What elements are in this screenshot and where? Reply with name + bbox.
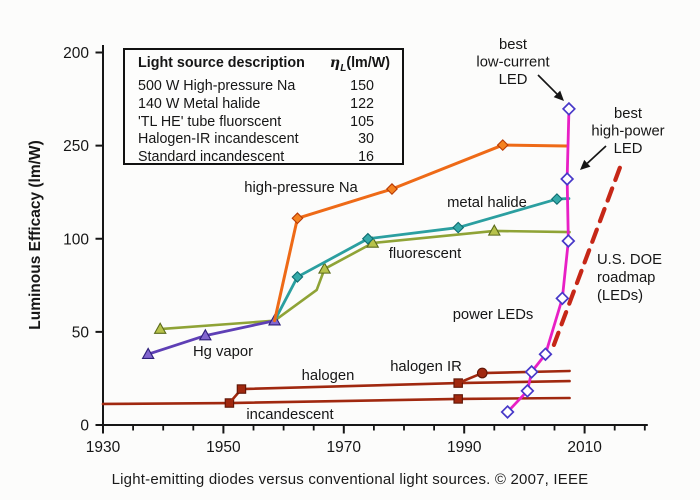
- y-tick-label: 0: [80, 418, 89, 435]
- x-tick-label: 1930: [86, 439, 121, 456]
- annotation-arrow: [537, 74, 558, 95]
- svg-text:(LEDs): (LEDs): [597, 288, 643, 304]
- legend-row-value: 30: [358, 131, 374, 148]
- series-power-leds: [500, 101, 576, 419]
- legend-row-name: 140 W Metal halide: [138, 95, 261, 112]
- x-tick-label: 1970: [327, 439, 362, 456]
- legend-header: Light source description ηL(lm/W): [138, 55, 396, 78]
- svg-text:high-power: high-power: [591, 124, 664, 140]
- label-high-pressure-na: high-pressure Na: [244, 180, 358, 196]
- legend-header-description: Light source description: [138, 55, 305, 71]
- legend-row-value: 16: [358, 149, 374, 166]
- legend-row-name: 500 W High-pressure Na: [138, 77, 296, 94]
- svg-text:best: best: [499, 37, 527, 53]
- svg-text:roadmap: roadmap: [597, 270, 655, 286]
- legend-row-value: 150: [350, 77, 374, 94]
- series-high-pressure-na: [273, 139, 569, 323]
- label-halogen: halogen: [302, 368, 355, 384]
- label-halogen-ir: halogen IR: [390, 359, 462, 375]
- svg-text:best: best: [614, 106, 642, 122]
- legend-row-value: 105: [350, 113, 374, 130]
- x-tick-label: 1950: [206, 439, 241, 456]
- y-axis-title: Luminous Efficacy (lm/W): [27, 140, 44, 329]
- series-incandescent: [101, 394, 571, 408]
- series-doe-roadmap: [551, 164, 623, 348]
- series-halogen-ir: [456, 367, 571, 385]
- x-tick-label: 2010: [567, 439, 602, 456]
- y-tick-label: 200: [63, 45, 89, 62]
- figure-caption: Light-emitting diodes versus conventiona…: [111, 471, 589, 488]
- legend-row: Standard incandescent 16: [138, 149, 396, 167]
- y-tick-label: 250: [63, 138, 89, 155]
- legend-row: 500 W High-pressure Na 150: [138, 78, 396, 96]
- svg-text:low-current: low-current: [476, 55, 549, 71]
- label-power-leds: power LEDs: [453, 307, 534, 323]
- legend-row: 'TL HE' tube fluorscent 105: [138, 114, 396, 132]
- legend-row-value: 122: [350, 95, 374, 112]
- legend-row: 140 W Metal halide 122: [138, 96, 396, 114]
- y-tick-label: 100: [63, 231, 89, 248]
- y-tick-label: 50: [72, 324, 90, 341]
- legend-row-name: 'TL HE' tube fluorscent: [138, 113, 282, 130]
- svg-text:LED: LED: [499, 72, 528, 88]
- legend-row: Halogen-IR incandescent 30: [138, 131, 396, 149]
- eta-symbol: η: [329, 55, 341, 71]
- annotation-arrow: [586, 145, 607, 164]
- series-metal-halide: [273, 193, 571, 323]
- annotation-arrowhead: [553, 90, 564, 101]
- eta-subscript: L: [340, 62, 347, 74]
- legend-row-name: Standard incandescent: [138, 149, 285, 166]
- legend-box: Light source description ηL(lm/W) 500 W …: [123, 48, 404, 165]
- svg-text:U.S. DOE: U.S. DOE: [597, 252, 662, 268]
- axes: 0 50 100 250 200 1930 1950 1970 1990 2010 Luminous…: [27, 45, 648, 456]
- doe-roadmap-label: U.S. DOE roadmap (LEDs): [597, 252, 662, 304]
- svg-text:LED: LED: [614, 141, 643, 157]
- legend-header-efficacy: ηL(lm/W): [312, 55, 396, 78]
- label-fluorescent: fluorescent: [389, 246, 461, 262]
- annotation-arrowhead: [580, 159, 591, 170]
- legend-row-name: Halogen-IR incandescent: [138, 131, 299, 148]
- label-incandescent: incandescent: [246, 407, 333, 423]
- eta-unit: (lm/W): [346, 55, 390, 71]
- label-metal-halide: metal halide: [447, 195, 527, 211]
- x-tick-label: 1990: [447, 439, 482, 456]
- label-hg-vapor: Hg vapor: [193, 344, 253, 360]
